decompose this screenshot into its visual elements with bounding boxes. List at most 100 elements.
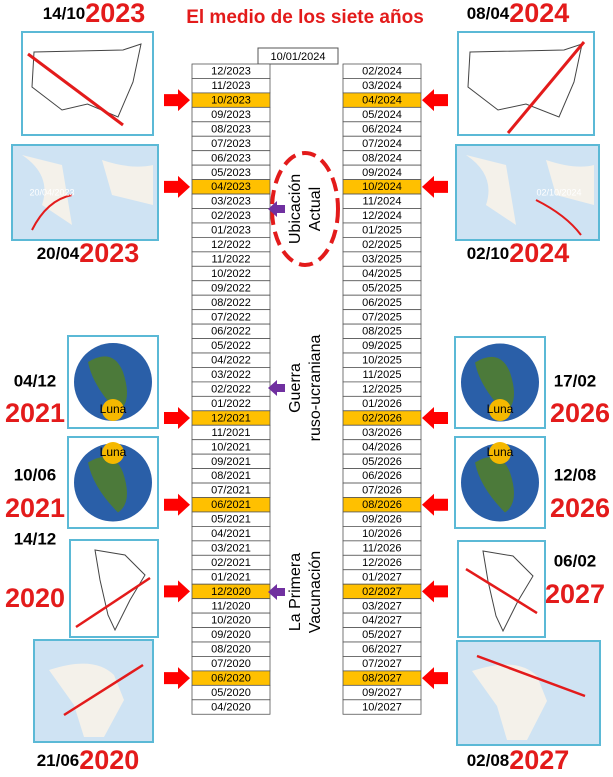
month-label: 01/2023: [211, 225, 251, 237]
month-label: 10/2025: [362, 355, 402, 367]
continent: [94, 549, 146, 632]
red-arrow: [164, 667, 190, 690]
month-label: 12/2023: [211, 66, 251, 78]
month-label: 05/2023: [211, 167, 251, 179]
month-label: 10/2023: [211, 95, 251, 107]
month-label: 03/2026: [362, 427, 402, 439]
month-label: 05/2025: [362, 282, 402, 294]
event-year: 2027: [509, 745, 569, 775]
title: El medio de los siete años: [186, 7, 424, 28]
red-arrow: [422, 580, 448, 603]
event-year: 2026: [550, 398, 610, 428]
current-location-ring: [270, 151, 340, 267]
red-arrow: [164, 89, 190, 112]
month-label: 10/2021: [211, 441, 251, 453]
month-label: 11/2022: [212, 253, 251, 265]
month-label: 04/2027: [362, 615, 402, 627]
center-note-line: ruso-ucraniana: [307, 335, 324, 442]
month-label: 09/2022: [211, 282, 251, 294]
month-label: 10/2027: [362, 701, 402, 713]
red-arrow: [422, 175, 448, 198]
usa-outline: [31, 43, 142, 118]
center-note-line: Vacunación: [307, 551, 324, 633]
month-label: 01/2027: [362, 571, 402, 583]
image-caption: Luna: [100, 445, 127, 459]
current-date: 10/01/2024: [270, 51, 325, 63]
month-label: 02/2026: [362, 412, 402, 424]
month-label: 05/2021: [211, 514, 251, 526]
month-label: 06/2022: [211, 326, 251, 338]
month-label: 09/2024: [362, 167, 402, 179]
event-year: 2027: [545, 579, 605, 609]
moon: [489, 399, 511, 421]
month-label: 04/2021: [211, 528, 251, 540]
continent: [475, 456, 514, 513]
image-caption: 02/10/2024: [536, 187, 581, 197]
month-label: 10/2026: [362, 528, 402, 540]
month-label: 12/2025: [362, 384, 402, 396]
month-label: 09/2020: [211, 629, 251, 641]
month-label: 08/2026: [362, 499, 402, 511]
event-year: 2021: [5, 493, 65, 523]
event-day: 20/04: [37, 244, 80, 263]
month-label: 04/2023: [211, 181, 251, 193]
month-label: 09/2023: [211, 109, 251, 121]
center-note-line: La Primera: [287, 553, 304, 631]
month-label: 10/2022: [211, 268, 251, 280]
month-label: 03/2023: [211, 196, 251, 208]
month-label: 02/2021: [211, 557, 251, 569]
trajectory: [63, 663, 144, 717]
current-date-box: [257, 47, 339, 65]
continent: [472, 664, 547, 740]
center-note-line: Ubicación: [287, 174, 304, 244]
month-label: 02/2027: [362, 586, 402, 598]
trajectory: [506, 41, 586, 134]
month-label: 12/2022: [211, 239, 251, 251]
month-label: 07/2024: [362, 138, 402, 150]
continent: [88, 356, 127, 412]
month-label: 08/2025: [362, 326, 402, 338]
event-day: 02/08: [467, 751, 510, 770]
center-note: La Primera Vacunación: [287, 551, 324, 633]
event-day: 14/10: [43, 4, 86, 23]
purple-arrow: [268, 201, 285, 217]
month-label: 01/2026: [362, 398, 402, 410]
red-arrow: [422, 667, 448, 690]
month-label: 01/2025: [362, 225, 402, 237]
month-label: 08/2022: [211, 297, 251, 309]
month-label: 02/2023: [211, 210, 251, 222]
event-year: 2024: [509, 0, 569, 28]
month-label: 09/2027: [362, 687, 402, 699]
event-year: 2023: [85, 0, 145, 28]
month-label: 05/2027: [362, 629, 402, 641]
month-label: 07/2027: [362, 658, 402, 670]
red-arrow: [422, 493, 448, 516]
month-label: 12/2024: [362, 210, 402, 222]
month-label: 09/2021: [211, 456, 251, 468]
month-label: 08/2024: [362, 152, 402, 164]
moon: [489, 442, 511, 464]
center-note: Ubicación Actual: [287, 174, 324, 244]
month-label: 06/2027: [362, 644, 402, 656]
month-label: 05/2026: [362, 456, 402, 468]
trajectory: [465, 567, 538, 615]
month-label: 03/2027: [362, 600, 402, 612]
event-date: 02/082027: [467, 745, 570, 775]
month-label: 07/2023: [211, 138, 251, 150]
month-label: 06/2026: [362, 470, 402, 482]
trajectory: [535, 199, 582, 236]
month-label: 08/2023: [211, 123, 251, 135]
event-day: 08/04: [467, 4, 510, 23]
moon: [102, 399, 124, 421]
month-label: 04/2024: [362, 95, 402, 107]
month-label: 02/2024: [362, 66, 402, 78]
image-caption: 20/04/2023: [29, 187, 74, 197]
landmass: [22, 155, 72, 225]
month-label: 05/2024: [362, 109, 402, 121]
month-label: 12/2020: [211, 586, 251, 598]
event-date: 14/102023: [43, 0, 146, 28]
month-label: 06/2025: [362, 297, 402, 309]
month-label: 11/2021: [212, 427, 251, 439]
month-label: 12/2026: [362, 557, 402, 569]
